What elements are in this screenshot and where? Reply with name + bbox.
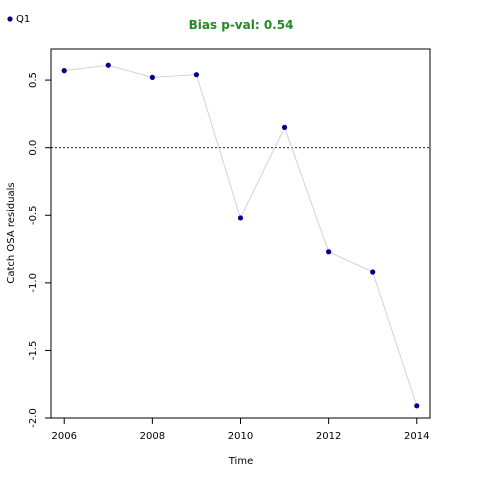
x-tick-label: 2010	[228, 431, 253, 442]
x-axis: 2006 2008 2010 2012 2014	[51, 418, 430, 442]
data-point	[105, 62, 111, 68]
plot-frame	[50, 48, 431, 419]
data-point	[370, 269, 376, 275]
data-point	[61, 68, 67, 74]
y-tick-label: -1.5	[28, 341, 39, 361]
data-point	[414, 403, 420, 409]
x-tick-label: 2006	[51, 431, 76, 442]
series-q1-line	[64, 64, 418, 406]
chart-title: Bias p-val: 0.54	[189, 18, 294, 32]
x-tick-label: 2014	[404, 431, 429, 442]
x-tick-label: 2008	[140, 431, 165, 442]
y-tick-label: 0.5	[28, 72, 39, 88]
data-point	[326, 249, 332, 255]
y-axis: -2.0 -1.5 -1.0 -0.5 0.0 0.5	[28, 72, 51, 428]
y-tick-label: -1.0	[28, 273, 39, 293]
y-tick-label: -0.5	[28, 205, 39, 225]
data-point	[281, 124, 288, 130]
y-tick-label: -2.0	[28, 408, 39, 428]
data-point	[237, 215, 244, 221]
x-tick-label: 2012	[316, 431, 341, 442]
data-point	[149, 74, 155, 80]
y-axis-label: Catch OSA residuals	[6, 182, 17, 283]
series-q1-points	[61, 62, 420, 409]
x-axis-label: Time	[228, 456, 253, 467]
series-q1-polyline	[64, 64, 418, 406]
legend-marker-q1	[7, 16, 13, 22]
data-point	[193, 72, 200, 78]
legend: Q1	[7, 14, 30, 25]
y-tick-label: 0.0	[28, 140, 39, 156]
legend-label-q1: Q1	[16, 14, 30, 25]
